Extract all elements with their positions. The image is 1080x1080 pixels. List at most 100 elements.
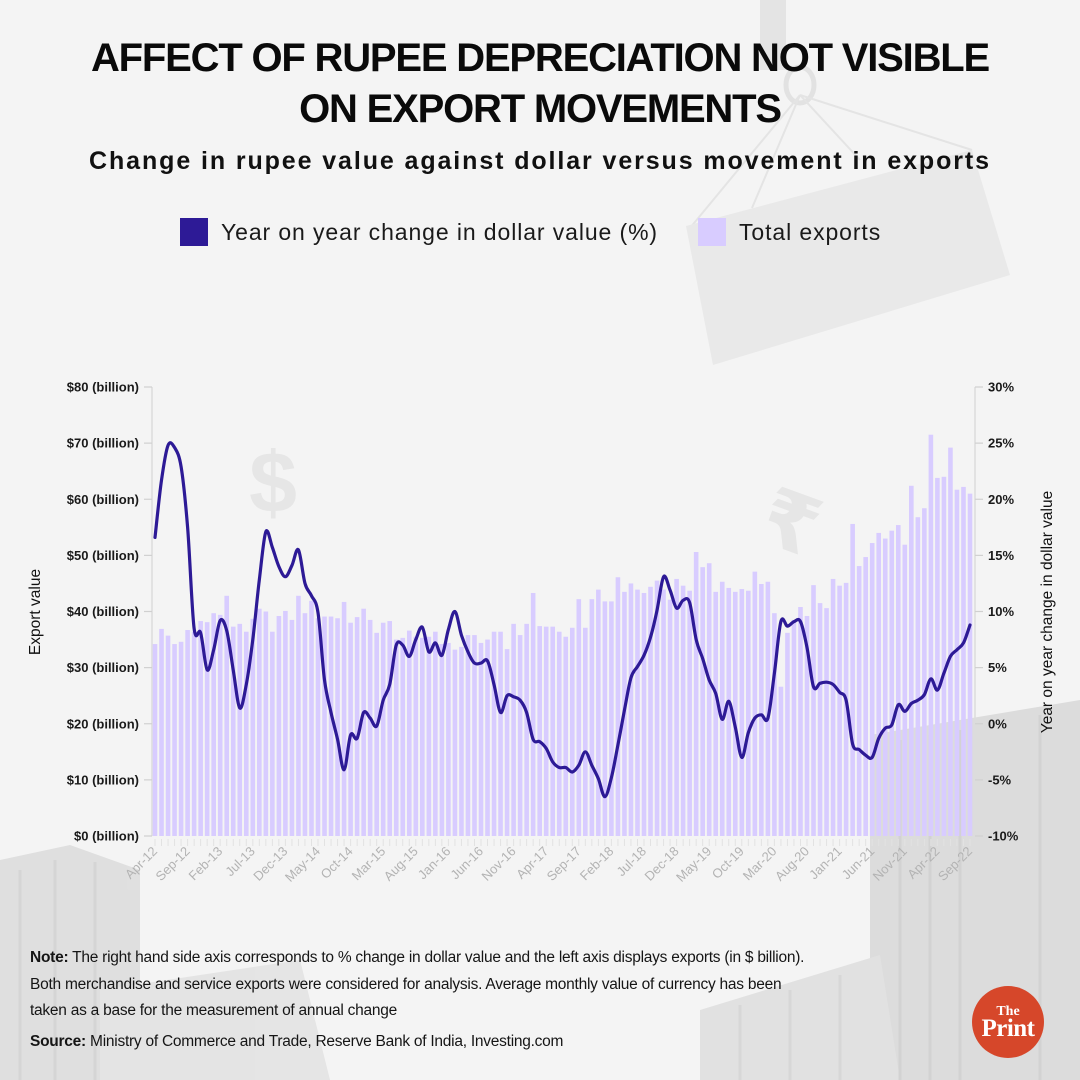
bar (935, 477, 940, 836)
bar (680, 585, 686, 836)
x-tick-label: Aug-15 (381, 844, 421, 884)
bar (915, 517, 921, 836)
bar (778, 686, 784, 836)
bar (328, 616, 334, 836)
bar (922, 508, 927, 836)
bar (589, 599, 595, 836)
left-tick-label: $10 (billion) (67, 772, 139, 787)
bar (602, 601, 608, 836)
bar (485, 639, 490, 836)
bar (648, 586, 653, 836)
source-label: Source: (30, 1032, 86, 1050)
bar (583, 627, 588, 836)
footer-notes: Note: The right hand side axis correspon… (30, 945, 970, 1051)
right-tick-label: 20% (988, 492, 1014, 507)
bar (387, 621, 393, 836)
bar (837, 585, 842, 836)
note-line-1: Note: The right hand side axis correspon… (30, 945, 970, 972)
bar (928, 434, 934, 836)
bar (732, 591, 738, 836)
bar (459, 646, 464, 836)
bar (400, 637, 406, 836)
right-tick-label: 15% (988, 548, 1014, 563)
left-tick-label: $50 (billion) (67, 548, 139, 563)
title-line-2: ON EXPORT MOVEMENTS (299, 87, 782, 131)
crane-hook-icon (689, 0, 973, 229)
bar (609, 601, 614, 836)
bar (798, 607, 803, 836)
bar (257, 608, 262, 836)
bar (172, 644, 177, 836)
right-tick-label: 25% (988, 436, 1014, 451)
bar (270, 631, 275, 836)
bar (204, 622, 210, 836)
bar (217, 614, 223, 836)
bar-series-total-exports (152, 434, 973, 836)
bar (863, 557, 868, 836)
bar (211, 613, 216, 836)
subtitle: Change in rupee value against dollar ver… (89, 147, 991, 175)
right-tick-label: -5% (988, 772, 1012, 787)
note-line-3: taken as a base for the measurement of a… (30, 1002, 397, 1019)
bar (478, 642, 484, 836)
bar (276, 615, 282, 836)
bar (856, 566, 862, 836)
title-line-1: AFFECT OF RUPEE DEPRECIATION NOT VISIBLE (91, 36, 990, 80)
bar (263, 611, 269, 836)
bar (406, 630, 412, 836)
bar (178, 641, 184, 836)
bar (433, 631, 438, 836)
left-tick-label: $20 (billion) (67, 716, 139, 731)
bar (811, 585, 816, 836)
bar (661, 589, 666, 836)
bar (230, 626, 236, 836)
bar (237, 623, 243, 836)
bar (296, 595, 301, 836)
bar (700, 567, 705, 836)
line-series-yoy-change (153, 441, 972, 799)
x-tick-label: Sep-12 (152, 844, 192, 884)
bar (348, 622, 353, 836)
bar (420, 637, 425, 836)
bar (706, 563, 712, 836)
bar (687, 590, 692, 836)
right-axis-title: Year on year change in dollar value (1039, 491, 1056, 733)
bar (198, 621, 203, 836)
x-tick-label: Nov-21 (870, 844, 910, 884)
bar (491, 631, 497, 836)
bar (739, 589, 745, 836)
bar (243, 631, 249, 836)
bar (283, 610, 288, 836)
dollar-icon: $ (249, 435, 297, 531)
bar (309, 600, 314, 836)
bar (517, 635, 523, 836)
bar (667, 599, 673, 836)
bar (569, 627, 575, 836)
bar (224, 595, 230, 836)
bar (524, 623, 529, 836)
x-tick-label: May-14 (282, 844, 323, 885)
note-label: Note: (30, 949, 69, 966)
bar (948, 447, 953, 836)
bar (674, 578, 679, 836)
bar (315, 618, 321, 836)
bar (374, 632, 379, 836)
bar (335, 618, 340, 836)
x-tick-label: Sep-17 (544, 844, 584, 884)
bar (830, 578, 836, 836)
bar (446, 642, 451, 836)
source-text: Ministry of Commerce and Trade, Reserve … (90, 1032, 564, 1050)
bar (824, 608, 829, 836)
right-tick-label: -10% (988, 829, 1019, 844)
bar (563, 636, 569, 836)
bar (543, 626, 549, 836)
legend: Year on year change in dollar value (%) … (180, 217, 881, 247)
bar (746, 590, 751, 836)
bar (804, 615, 810, 836)
left-tick-label: $80 (billion) (67, 380, 139, 395)
x-tick-label: Aug-20 (772, 844, 812, 884)
x-tick-label: Jun-16 (447, 844, 486, 883)
bar (909, 485, 914, 836)
right-tick-label: 10% (988, 604, 1014, 619)
